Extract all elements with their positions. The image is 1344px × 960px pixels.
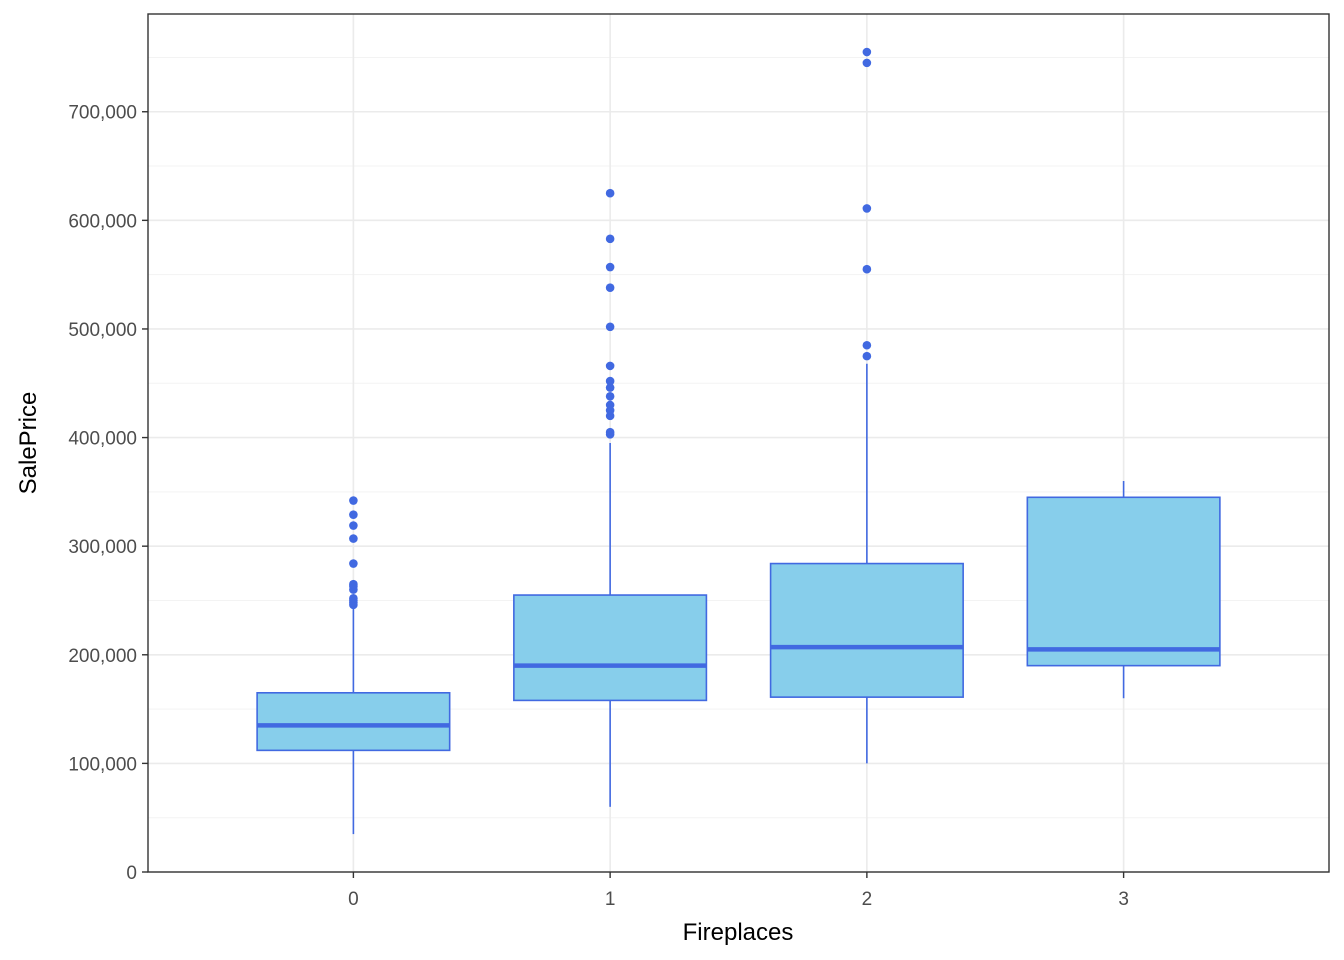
- y-tick-label: 400,000: [68, 429, 137, 450]
- x-tick-label: 3: [1118, 889, 1129, 910]
- x-tick-label: 2: [862, 889, 873, 910]
- y-tick-label: 700,000: [68, 103, 137, 124]
- y-tick-label: 300,000: [68, 537, 137, 558]
- outlier-point: [605, 322, 615, 332]
- outlier-point: [605, 361, 615, 371]
- outlier-point: [605, 188, 615, 198]
- outlier-point: [605, 376, 615, 386]
- outlier-point: [349, 594, 358, 603]
- outlier-point: [349, 496, 358, 505]
- outlier-point: [605, 262, 615, 272]
- panel-layer: [147, 13, 1330, 873]
- outlier-point: [862, 204, 872, 213]
- outlier-point: [349, 521, 358, 530]
- box-group-2: [769, 47, 964, 764]
- box-group-1: [513, 188, 708, 807]
- box: [1026, 496, 1221, 667]
- outlier-point: [349, 510, 358, 519]
- outlier-point: [349, 579, 358, 589]
- outlier-point: [862, 264, 872, 274]
- outlier-point: [349, 559, 358, 568]
- box-group-0: [256, 496, 451, 835]
- y-axis-title: SalePrice: [15, 392, 42, 495]
- outlier-point: [605, 234, 615, 244]
- outlier-point: [862, 58, 872, 68]
- box: [256, 691, 451, 752]
- axis-layer: 0 100,000 200,000 300,000 400,000 500,000 600,…: [68, 103, 1129, 910]
- outlier-point: [349, 534, 358, 543]
- x-axis-title: Fireplaces: [683, 919, 794, 946]
- outlier-point: [862, 47, 872, 57]
- box: [769, 562, 964, 698]
- outlier-point: [605, 427, 615, 437]
- y-tick-label: 600,000: [68, 211, 137, 232]
- box-layer: [256, 47, 1221, 835]
- outlier-point: [862, 351, 872, 361]
- outlier-point: [605, 400, 615, 410]
- y-tick-label: 500,000: [68, 320, 137, 341]
- x-tick-label: 1: [605, 889, 616, 910]
- outlier-point: [605, 383, 615, 392]
- outlier-point: [605, 283, 615, 292]
- y-tick-label: 200,000: [68, 646, 137, 667]
- x-tick-label: 0: [348, 889, 359, 910]
- panel-border: [147, 13, 1330, 873]
- outlier-point: [605, 391, 615, 401]
- box-group-3: [1026, 481, 1221, 699]
- box: [513, 594, 708, 702]
- y-tick-label: 0: [126, 863, 137, 884]
- outlier-point: [862, 340, 872, 350]
- y-tick-label: 100,000: [68, 754, 137, 775]
